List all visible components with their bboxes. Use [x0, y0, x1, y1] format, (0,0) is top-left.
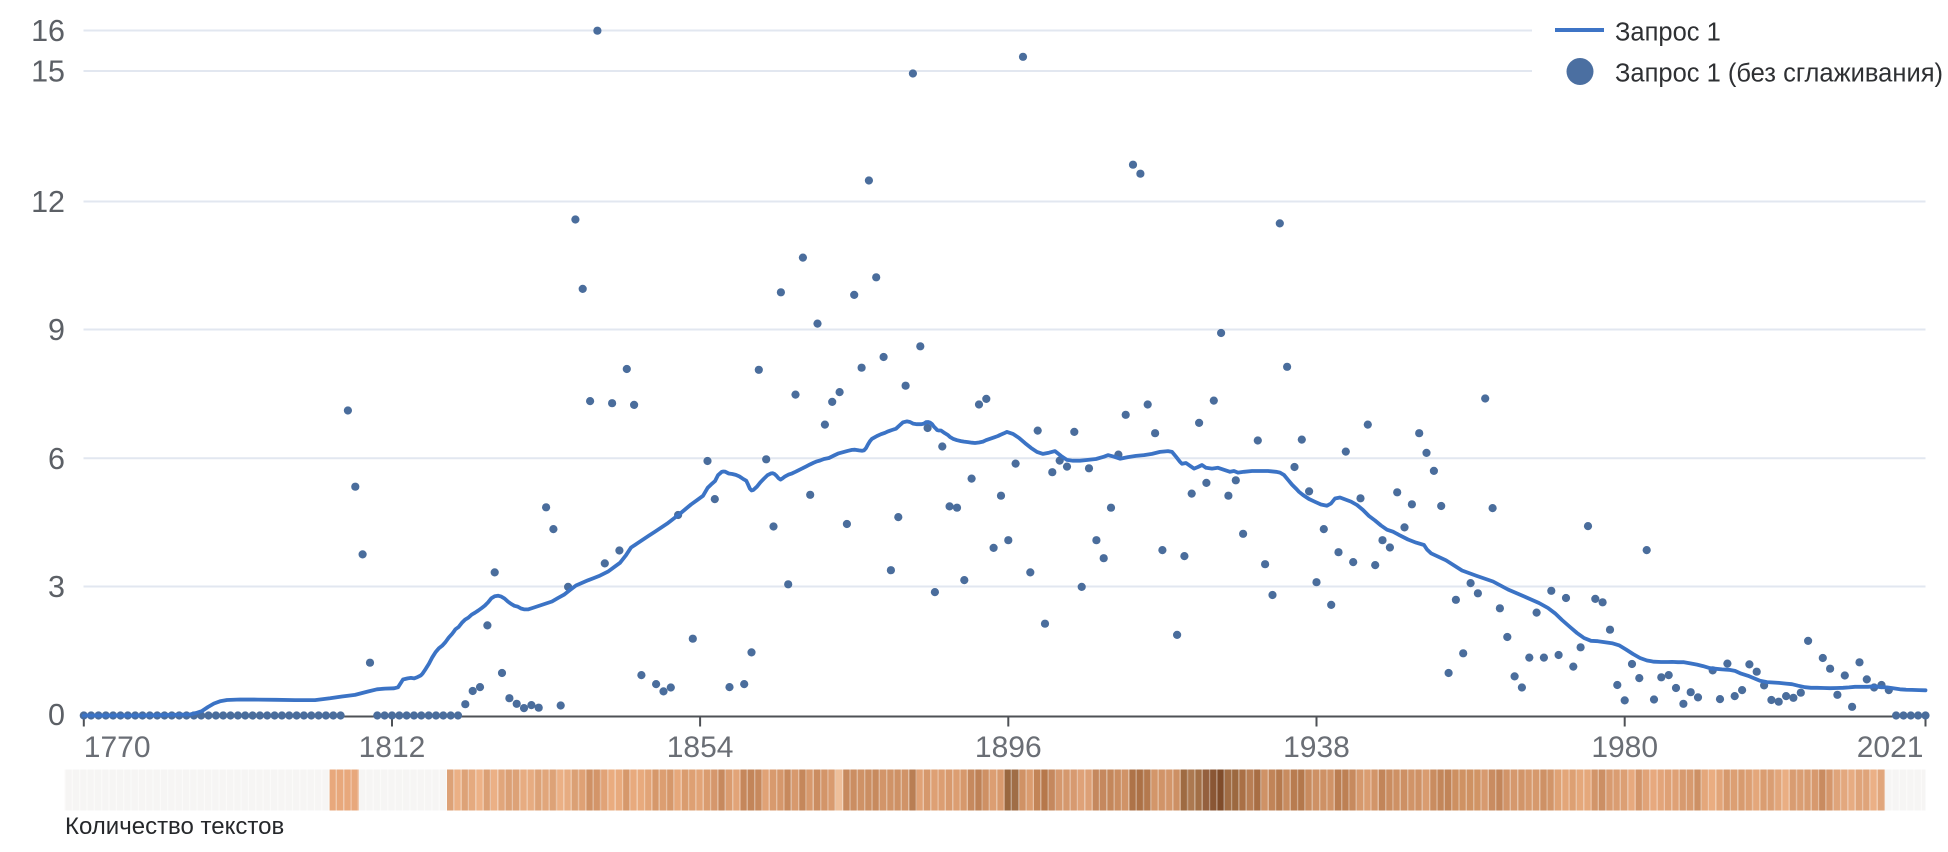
svg-text:15: 15: [31, 55, 65, 89]
svg-text:1812: 1812: [359, 731, 426, 764]
svg-text:1938: 1938: [1283, 731, 1350, 764]
svg-text:1980: 1980: [1591, 731, 1658, 764]
svg-text:Запрос 1: Запрос 1: [1615, 19, 1721, 47]
svg-text:2021: 2021: [1857, 731, 1924, 764]
svg-text:1770: 1770: [84, 731, 151, 764]
svg-text:9: 9: [48, 313, 65, 347]
svg-text:12: 12: [31, 185, 65, 219]
svg-text:Запрос 1 (без сглаживания): Запрос 1 (без сглаживания): [1615, 60, 1943, 88]
svg-text:6: 6: [48, 442, 65, 476]
svg-text:3: 3: [48, 570, 65, 604]
svg-text:16: 16: [31, 14, 65, 48]
svg-text:1854: 1854: [667, 731, 734, 764]
svg-text:1896: 1896: [975, 731, 1042, 764]
svg-text:0: 0: [48, 698, 65, 732]
svg-text:Количество текстов: Количество текстов: [65, 813, 284, 840]
